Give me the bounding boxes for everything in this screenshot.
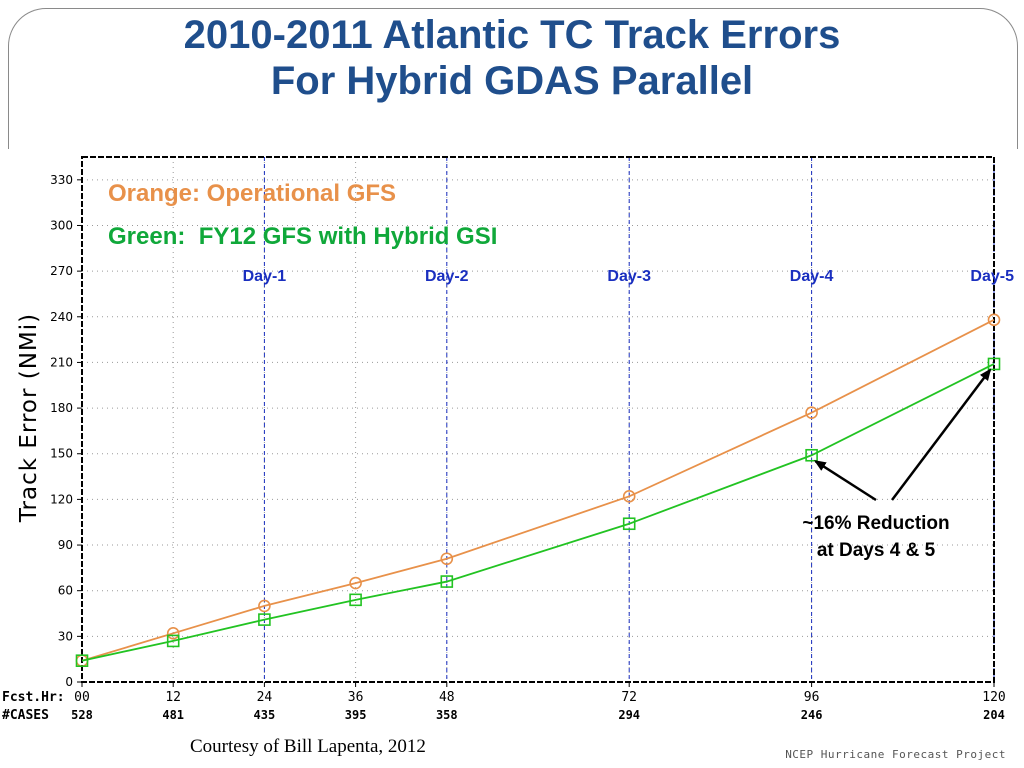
operational-gfs-point (166, 627, 180, 640)
slide-title: 2010-2011 Atlantic TC Track Errors For H… (0, 12, 1024, 104)
credit-text: Courtesy of Bill Lapenta, 2012 (190, 736, 426, 757)
operational-gfs-point (258, 599, 271, 613)
hybrid-gsi-point (805, 448, 818, 462)
x-tick-label: 48 (439, 690, 455, 705)
case-count: 358 (436, 708, 458, 722)
annotation-arrow (891, 368, 992, 501)
hybrid-gsi-line (81, 363, 995, 662)
day-label: Day-2 (425, 268, 469, 285)
operational-gfs-point (440, 552, 454, 566)
footer-project: NCEP Hurricane Forecast Project (785, 748, 1006, 761)
operational-gfs-point (987, 313, 1001, 327)
legend-hybrid-gsi: Green: FY12 GFS with Hybrid GSI (108, 223, 497, 250)
x-tick-label: 24 (257, 690, 273, 705)
y-tick-label: 330 (50, 173, 73, 187)
case-count: 294 (618, 708, 640, 722)
case-count: 246 (801, 708, 823, 722)
y-tick-label: 120 (50, 492, 73, 506)
x-tick-label: 12 (165, 690, 181, 705)
y-tick-label: 210 (50, 355, 73, 369)
day-label: Day-3 (607, 268, 651, 285)
x-tick-label: 00 (74, 690, 90, 705)
x-tick-label: 120 (982, 690, 1005, 705)
y-tick-label: 30 (58, 629, 73, 643)
y-tick-label: 90 (58, 538, 73, 552)
hybrid-gsi-point (75, 654, 89, 667)
plot-border (81, 156, 995, 683)
title-frame (8, 8, 1018, 149)
y-tick-label: 240 (50, 310, 73, 324)
x-tick-label: 96 (804, 690, 820, 705)
title-line-2: For Hybrid GDAS Parallel (270, 59, 754, 103)
operational-gfs-point (622, 490, 636, 503)
x-tick-label: 36 (348, 690, 364, 705)
case-count: 395 (345, 708, 367, 722)
hybrid-gsi-point (258, 613, 271, 626)
y-tick-label: 270 (50, 264, 73, 278)
y-tick-label: 0 (65, 675, 73, 689)
legend-operational-gfs: Orange: Operational GFS (108, 180, 396, 207)
hybrid-gsi-point (622, 517, 636, 531)
fcst-hr-label: Fcst.Hr: (2, 690, 65, 705)
cases-label: #CASES (2, 708, 49, 723)
case-count: 481 (162, 708, 184, 722)
day-label: Day-5 (970, 268, 1014, 285)
case-count: 528 (71, 708, 93, 722)
annotation-line-1: ~16% Reduction (802, 513, 949, 534)
operational-gfs-point (349, 576, 362, 590)
hybrid-gsi-point (987, 357, 1001, 371)
x-tick-label: 72 (621, 690, 637, 705)
y-tick-label: 150 (50, 447, 73, 461)
operational-gfs-line (81, 319, 995, 662)
y-tick-label: 60 (58, 584, 73, 598)
operational-gfs-point (805, 406, 818, 419)
hybrid-gsi-point (349, 593, 362, 607)
y-axis-label: Track Error (NMi) (16, 313, 42, 523)
day-label: Day-4 (790, 268, 834, 285)
annotation-arrow (813, 460, 877, 502)
day-label: Day-1 (243, 268, 287, 285)
y-tick-label: 300 (50, 218, 73, 232)
hybrid-gsi-point (166, 634, 180, 648)
hybrid-gsi-point (440, 575, 454, 588)
case-count: 435 (254, 708, 276, 722)
annotation-line-2: at Days 4 & 5 (817, 540, 936, 561)
title-line-1: 2010-2011 Atlantic TC Track Errors (183, 13, 841, 57)
y-tick-label: 180 (50, 401, 73, 415)
case-count: 204 (983, 708, 1005, 722)
